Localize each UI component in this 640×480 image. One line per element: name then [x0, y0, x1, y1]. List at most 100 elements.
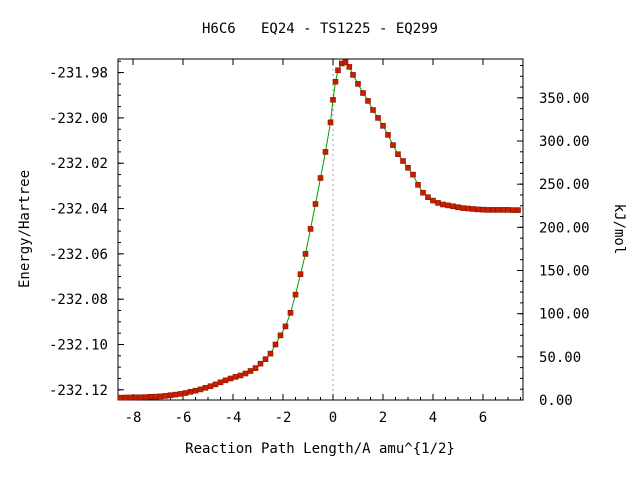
y2-axis-label: kJ/mol: [611, 204, 627, 255]
data-point: [212, 381, 219, 388]
data-point: [217, 379, 224, 386]
y2-tick-label: 150.00: [539, 264, 590, 280]
y-tick-label: -232.06: [49, 247, 108, 263]
data-point: [282, 323, 289, 330]
x-tick-label: 6: [479, 410, 487, 426]
data-point: [242, 370, 249, 377]
data-point: [152, 393, 159, 400]
y2-tick-label: 200.00: [539, 220, 590, 236]
data-point: [222, 377, 229, 384]
data-point: [327, 119, 334, 126]
data-point: [227, 375, 234, 382]
data-point: [445, 202, 451, 209]
data-point: [287, 309, 294, 316]
data-point: [142, 394, 149, 400]
y-tick-label: -232.04: [49, 202, 108, 218]
data-point: [132, 394, 139, 401]
data-point: [405, 165, 411, 171]
data-point: [297, 271, 304, 278]
x-tick-label: -4: [225, 410, 242, 426]
data-point: [117, 394, 124, 401]
data-point: [430, 197, 436, 204]
data-point: [365, 98, 371, 104]
data-point: [385, 132, 391, 138]
data-point: [335, 67, 341, 74]
y2-tick-label: 50.00: [539, 350, 581, 366]
data-point: [375, 115, 381, 121]
data-point: [480, 206, 486, 213]
data-point: [207, 383, 214, 390]
data-point: [182, 390, 189, 396]
y2-tick-label: 0.00: [539, 393, 573, 409]
y2-tick-label: 250.00: [539, 177, 590, 193]
data-point: [237, 372, 244, 379]
data-point: [272, 341, 279, 348]
data-point: [157, 393, 164, 400]
data-point: [330, 97, 336, 103]
data-point: [137, 394, 144, 401]
data-point: [322, 149, 329, 155]
data-point: [450, 203, 456, 210]
data-point: [470, 206, 476, 212]
x-axis-label: Reaction Path Length/A amu^{1/2}: [185, 441, 455, 457]
data-point: [400, 158, 406, 164]
data-point: [510, 207, 516, 213]
data-point: [370, 107, 376, 113]
plot-area: -8 -6 -4 -2 0 2 4 6 -231.98 -232.00 -232.02 -232.04…: [49, 58, 590, 426]
data-point: [475, 206, 481, 213]
data-point: [317, 175, 324, 181]
data-point: [455, 204, 461, 210]
data-point: [312, 201, 319, 207]
y2-tick-label: 300.00: [539, 134, 590, 150]
y2-tick-label: 350.00: [539, 91, 590, 107]
y-tick-label: -232.00: [49, 111, 108, 127]
data-point: [232, 374, 239, 380]
x-tick-label: -6: [175, 410, 192, 426]
data-point: [355, 81, 361, 87]
y2-tick-label: 100.00: [539, 307, 590, 323]
y-tick-label: -232.12: [49, 383, 108, 399]
data-point: [505, 207, 511, 213]
y-tick-label: -232.10: [49, 337, 108, 353]
data-point: [197, 386, 204, 393]
data-point: [307, 226, 314, 232]
data-point: [465, 205, 471, 212]
data-point: [267, 350, 274, 357]
y-tick-label: -232.08: [49, 292, 108, 308]
chart-title: H6C6 EQ24 - TS1225 - EQ299: [202, 21, 438, 37]
data-point: [342, 59, 349, 66]
y-tick-label: -231.98: [49, 66, 108, 82]
data-point: [122, 394, 129, 401]
data-point: [127, 394, 134, 401]
data-point: [147, 393, 154, 400]
data-point: [440, 201, 446, 208]
data-point: [257, 360, 264, 367]
data-point: [252, 365, 259, 371]
data-point: [350, 72, 356, 78]
x-tick-label: 2: [379, 410, 387, 426]
data-point: [192, 387, 199, 394]
data-point: [415, 182, 421, 188]
data-point: [332, 78, 339, 85]
data-point: [346, 64, 353, 70]
data-point: [500, 207, 506, 213]
y-tick-label: -232.02: [49, 156, 108, 172]
x-tick-label: -8: [125, 410, 142, 426]
data-point: [292, 291, 299, 298]
data-point: [202, 384, 209, 391]
x-tick-label: -2: [275, 410, 292, 426]
data-point: [177, 391, 184, 397]
data-point: [395, 151, 401, 157]
data-point: [247, 368, 254, 374]
data-point: [262, 356, 269, 363]
x-tick-label: 0: [329, 410, 337, 426]
data-point: [435, 200, 441, 206]
x-tick-label: 4: [429, 410, 437, 426]
data-point: [515, 207, 521, 213]
data-point: [390, 142, 396, 148]
data-point: [360, 90, 366, 96]
data-point: [495, 207, 501, 213]
data-point: [485, 207, 491, 213]
data-point: [187, 388, 194, 395]
